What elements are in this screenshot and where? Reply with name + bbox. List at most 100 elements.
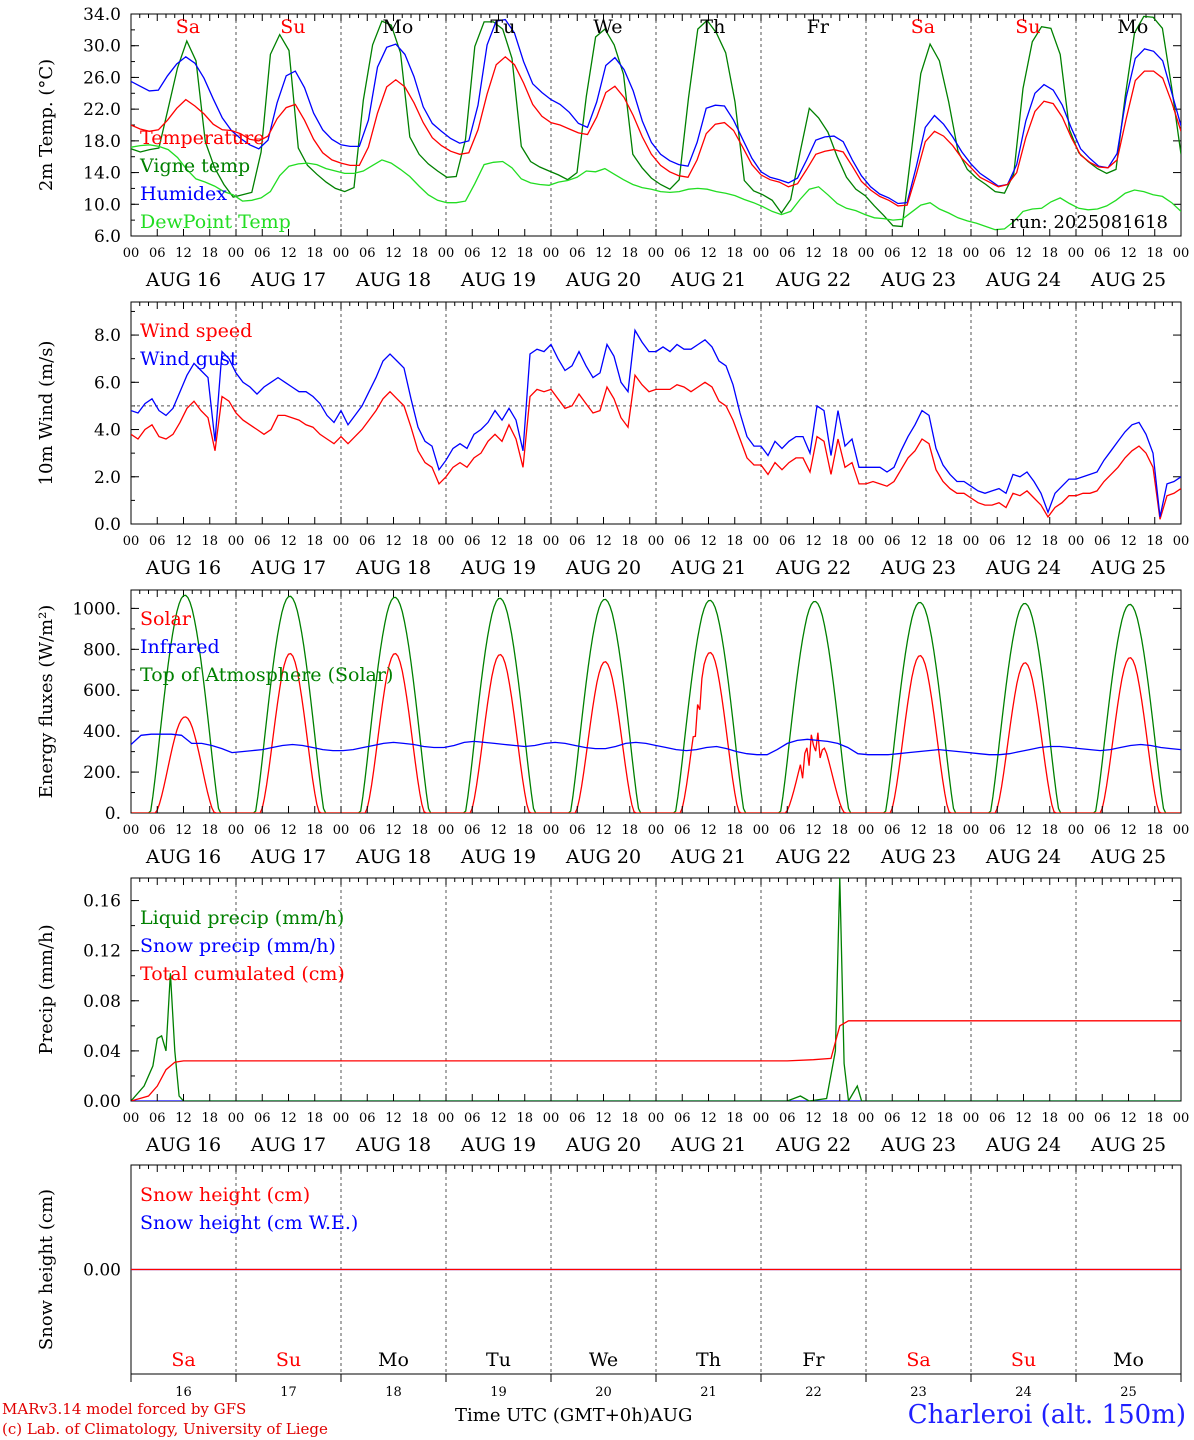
- day-label: AUG 21: [670, 269, 746, 291]
- hour-tick-label: 06: [779, 1111, 796, 1126]
- series-line-total-cumulated-cm-: [131, 1020, 1181, 1101]
- weekday-label-bottom: Fr: [802, 1349, 825, 1371]
- hour-tick-label: 00: [1173, 1111, 1190, 1126]
- hour-tick-label: 12: [700, 534, 717, 549]
- y-tick-label: 800.: [83, 640, 121, 660]
- y-tick-label: 0.04: [83, 1042, 121, 1062]
- hour-tick-label: 18: [1041, 823, 1058, 838]
- hour-tick-label: 18: [201, 1111, 218, 1126]
- day-label: AUG 18: [355, 1134, 431, 1156]
- hour-tick-label: 06: [254, 534, 271, 549]
- hour-tick-label: 12: [805, 534, 822, 549]
- y-tick-label: 1000.: [72, 599, 121, 619]
- hour-tick-label: 06: [254, 246, 271, 261]
- hour-tick-label: 12: [910, 246, 927, 261]
- hour-tick-label: 00: [123, 246, 140, 261]
- hour-tick-label: 06: [884, 534, 901, 549]
- y-tick-label: 6.0: [94, 373, 121, 393]
- hour-tick-label: 12: [595, 534, 612, 549]
- hour-tick-label: 12: [910, 534, 927, 549]
- hour-tick-label: 18: [936, 534, 953, 549]
- hour-tick-label: 18: [1146, 1111, 1163, 1126]
- day-number-label: 16: [175, 1385, 192, 1400]
- day-label: AUG 18: [355, 846, 431, 868]
- day-label: AUG 25: [1090, 269, 1166, 291]
- hour-tick-label: 12: [490, 823, 507, 838]
- y-tick-label: 600.: [83, 681, 121, 701]
- hour-tick-label: 06: [464, 823, 481, 838]
- day-label: AUG 25: [1090, 557, 1166, 579]
- hour-tick-label: 12: [175, 246, 192, 261]
- hour-tick-label: 00: [753, 246, 770, 261]
- y-tick-label: 0.12: [83, 942, 121, 962]
- day-label: AUG 23: [880, 1134, 956, 1156]
- day-label: AUG 24: [985, 269, 1061, 291]
- hour-tick-label: 06: [1094, 1111, 1111, 1126]
- hour-tick-label: 18: [831, 823, 848, 838]
- hour-tick-label: 00: [1068, 246, 1085, 261]
- hour-tick-label: 06: [149, 823, 166, 838]
- hour-tick-label: 00: [333, 534, 350, 549]
- hour-tick-label: 12: [175, 1111, 192, 1126]
- hour-tick-label: 18: [411, 246, 428, 261]
- legend-entry: Solar: [140, 608, 192, 630]
- hour-tick-label: 00: [648, 534, 665, 549]
- hour-tick-label: 06: [674, 246, 691, 261]
- hour-tick-label: 00: [1173, 246, 1190, 261]
- y-tick-label: 0.08: [83, 992, 121, 1012]
- hour-tick-label: 18: [1146, 823, 1163, 838]
- day-label: AUG 20: [565, 269, 641, 291]
- legend-entry: Liquid precip (mm/h): [140, 907, 344, 929]
- day-label: AUG 21: [670, 1134, 746, 1156]
- hour-tick-label: 12: [1015, 1111, 1032, 1126]
- day-label: AUG 19: [460, 557, 536, 579]
- hour-tick-label: 06: [779, 823, 796, 838]
- series-line-wind-speed: [131, 373, 1181, 520]
- hour-tick-label: 00: [858, 1111, 875, 1126]
- y-tick-label: 18.0: [83, 132, 121, 152]
- series-line-vigne-temp: [131, 15, 1181, 228]
- hour-tick-label: 12: [490, 534, 507, 549]
- legend-entry: Snow precip (mm/h): [140, 935, 336, 957]
- hour-tick-label: 12: [280, 823, 297, 838]
- hour-tick-label: 12: [490, 1111, 507, 1126]
- hour-tick-label: 18: [831, 1111, 848, 1126]
- weekday-label-bottom: Su: [276, 1349, 301, 1371]
- hour-tick-label: 12: [700, 246, 717, 261]
- hour-tick-label: 06: [254, 1111, 271, 1126]
- day-label: AUG 16: [145, 846, 221, 868]
- hour-tick-label: 00: [333, 1111, 350, 1126]
- hour-tick-label: 06: [884, 246, 901, 261]
- y-tick-label: 6.0: [94, 227, 121, 247]
- day-label: AUG 21: [670, 846, 746, 868]
- y-tick-label: 10.0: [83, 195, 121, 215]
- series-line-infrared: [131, 733, 1181, 756]
- y-tick-label: 0.16: [83, 892, 121, 912]
- y-axis-label-precip: Precip (mm/h): [36, 924, 57, 1054]
- weekday-label-top: Th: [700, 16, 725, 38]
- hour-tick-label: 00: [858, 246, 875, 261]
- hour-tick-label: 06: [884, 1111, 901, 1126]
- day-label: AUG 25: [1090, 846, 1166, 868]
- hour-tick-label: 18: [726, 534, 743, 549]
- weekday-label-bottom: Tu: [486, 1349, 511, 1371]
- legend-entry: Infrared: [140, 636, 220, 658]
- hour-tick-label: 12: [595, 246, 612, 261]
- weekday-label-bottom: Mo: [378, 1349, 409, 1371]
- hour-tick-label: 12: [1120, 246, 1137, 261]
- weekday-label-top: Su: [1015, 16, 1040, 38]
- hour-tick-label: 06: [1094, 246, 1111, 261]
- run-annotation: run: 2025081618: [1010, 212, 1168, 233]
- series-line-wind-gust: [131, 328, 1181, 518]
- weekday-label-bottom: Th: [696, 1349, 721, 1371]
- day-label: AUG 20: [565, 846, 641, 868]
- hour-tick-label: 12: [280, 1111, 297, 1126]
- hour-tick-label: 06: [359, 534, 376, 549]
- weekday-label-top: Sa: [911, 16, 935, 38]
- day-label: AUG 20: [565, 557, 641, 579]
- day-label: AUG 21: [670, 557, 746, 579]
- day-label: AUG 23: [880, 269, 956, 291]
- hour-tick-label: 00: [858, 534, 875, 549]
- hour-tick-label: 18: [1146, 246, 1163, 261]
- hour-tick-label: 00: [123, 823, 140, 838]
